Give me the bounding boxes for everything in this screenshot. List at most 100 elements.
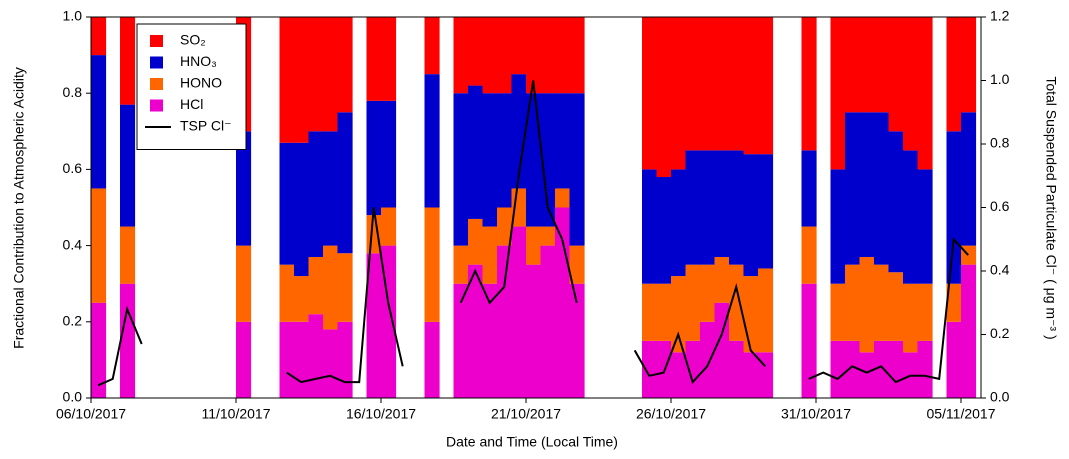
bar-segment xyxy=(670,169,687,277)
y-tick-label: 0.0 xyxy=(63,389,83,405)
legend-label: HCl xyxy=(180,96,203,112)
bar-segment xyxy=(902,150,919,284)
x-axis-label: Date and Time (Local Time) xyxy=(446,434,618,450)
bar-segment xyxy=(380,17,397,101)
bar-segment xyxy=(859,352,875,398)
legend-label: SO₂ xyxy=(180,32,206,48)
bar-segment xyxy=(917,169,933,284)
bar-segment xyxy=(801,226,817,284)
bar-segment xyxy=(801,283,817,398)
bar-segment xyxy=(728,264,745,341)
bar-segment xyxy=(467,264,484,398)
bar-segment xyxy=(540,17,556,94)
bar-segment xyxy=(496,93,513,208)
bar-segment xyxy=(830,340,846,398)
bar-segment xyxy=(322,17,339,132)
bar-segment xyxy=(279,321,295,398)
bar-segment xyxy=(279,264,295,322)
bar-segment xyxy=(453,245,469,284)
bar-segment xyxy=(424,74,440,208)
bar-segment xyxy=(540,93,556,227)
bar-segment xyxy=(91,302,107,398)
bar-segment xyxy=(859,112,875,258)
bar-segment xyxy=(119,226,136,284)
x-tick-label: 05/11/2017 xyxy=(926,406,995,422)
bar-segment xyxy=(366,100,382,216)
bar-segment xyxy=(467,218,484,265)
bar-segment xyxy=(308,314,324,398)
bar-segment xyxy=(757,268,774,353)
bar-segment xyxy=(757,17,774,155)
x-tick-label: 16/10/2017 xyxy=(346,406,416,422)
y2-tick-label: 1.2 xyxy=(990,8,1010,24)
bar-segment xyxy=(235,131,252,246)
bar-segment xyxy=(482,283,498,398)
bar-segment xyxy=(380,207,397,246)
bar-segment xyxy=(293,142,310,277)
y-axis-label: Fractional Contribution to Atmospheric A… xyxy=(11,67,27,349)
bar-segment xyxy=(424,17,440,75)
bar-segment xyxy=(714,17,730,151)
bar-segment xyxy=(554,188,571,208)
bar-segment xyxy=(873,112,890,265)
bar-segment xyxy=(119,17,136,105)
bar-segment xyxy=(525,93,542,227)
bar-segment xyxy=(380,100,397,208)
bar-segment xyxy=(801,150,817,227)
bar-segment xyxy=(308,131,324,258)
bar-segment xyxy=(743,154,759,277)
y-tick-label: 0.8 xyxy=(63,84,83,100)
bar-segment xyxy=(670,17,687,170)
legend-label: HNO₃ xyxy=(180,53,217,69)
bar-segment xyxy=(322,131,339,246)
bar-segment xyxy=(453,93,469,246)
bar-segment xyxy=(424,207,440,322)
bar-segment xyxy=(511,74,527,189)
bar-segment xyxy=(554,93,571,189)
bar-segment xyxy=(728,340,745,398)
y2-tick-label: 0.2 xyxy=(990,325,1010,341)
bar-segment xyxy=(873,340,890,398)
bar-segment xyxy=(888,272,904,341)
y2-tick-label: 0.0 xyxy=(990,389,1010,405)
bar-segment xyxy=(714,257,730,303)
bar-segment xyxy=(960,17,977,113)
y-tick-label: 0.6 xyxy=(63,160,83,176)
bar-segment xyxy=(482,17,498,94)
bar-segment xyxy=(540,226,556,246)
bar-segment xyxy=(496,245,513,398)
bar-segment xyxy=(670,276,687,353)
y2-tick-label: 0.8 xyxy=(990,135,1010,151)
bar-segment xyxy=(859,257,875,353)
bar-segment xyxy=(569,17,585,94)
bar-segment xyxy=(917,17,933,170)
bar-segment xyxy=(641,283,658,341)
legend-swatch xyxy=(150,35,163,47)
bar-segment xyxy=(496,17,513,94)
bar-segment xyxy=(424,321,440,398)
bar-segment xyxy=(844,340,861,398)
bar-segment xyxy=(902,283,919,353)
bar-segment xyxy=(960,112,977,246)
bar-segment xyxy=(293,17,310,143)
bar-segment xyxy=(91,188,107,303)
bar-segment xyxy=(366,17,382,101)
bar-segment xyxy=(482,93,498,227)
bar-segment xyxy=(235,245,252,322)
bar-segment xyxy=(308,257,324,315)
bar-segment xyxy=(699,321,716,398)
bar-segment xyxy=(714,302,730,398)
bar-segment xyxy=(453,17,469,94)
bar-segment xyxy=(844,112,861,265)
bar-segment xyxy=(685,340,701,398)
bar-segment xyxy=(525,264,542,398)
bar-segment xyxy=(946,283,962,322)
bar-segment xyxy=(322,245,339,330)
bar-segment xyxy=(525,17,542,94)
bar-segment xyxy=(685,150,701,265)
bar-segment xyxy=(917,283,933,341)
bar-segment xyxy=(830,17,846,170)
bar-segment xyxy=(844,17,861,113)
legend-label: HONO xyxy=(180,75,222,91)
